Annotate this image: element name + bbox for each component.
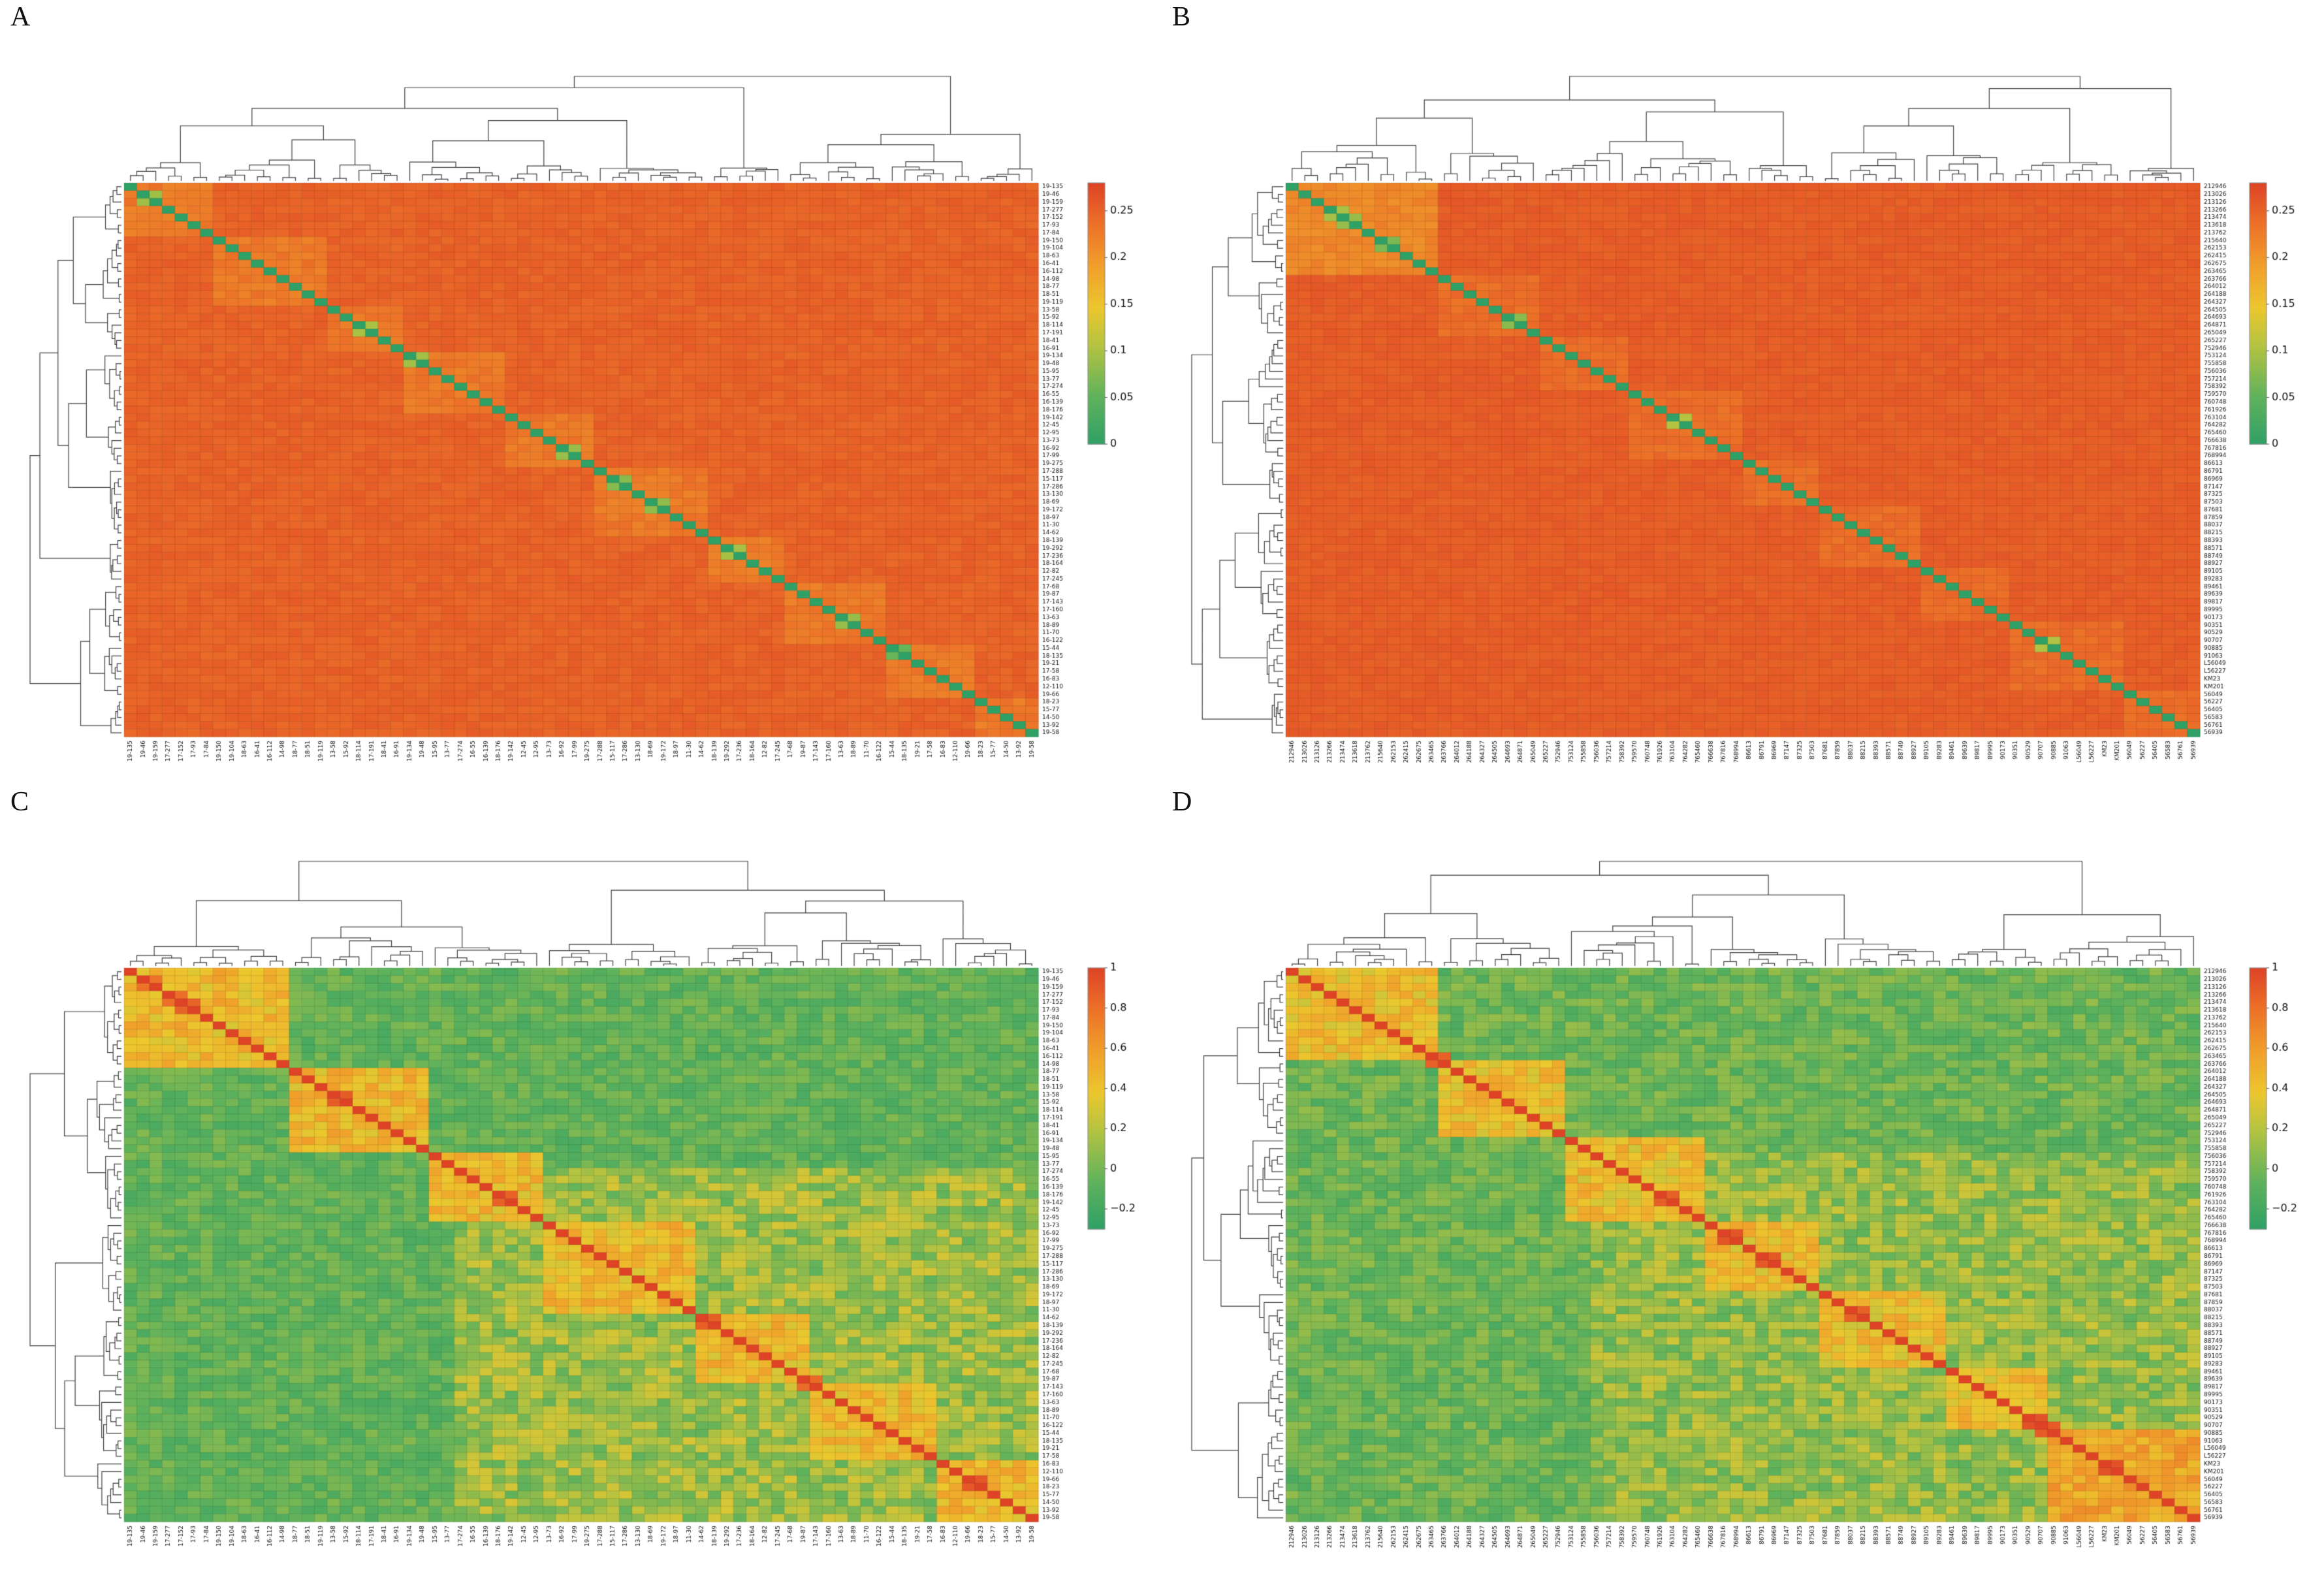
panel-d-label: D xyxy=(1172,787,1192,817)
panel-a-clustered-heatmap-canvas xyxy=(0,0,1162,785)
panel-a-label: A xyxy=(10,2,31,32)
panel-b-label: B xyxy=(1172,2,1191,32)
panel-c: C xyxy=(0,785,1162,1570)
panel-b: B xyxy=(1162,0,2324,785)
panel-c-clustered-heatmap-canvas xyxy=(0,785,1162,1570)
panel-b-clustered-heatmap-canvas xyxy=(1162,0,2324,785)
panel-a: A xyxy=(0,0,1162,785)
panel-d-clustered-heatmap-canvas xyxy=(1162,785,2324,1570)
panel-d: D xyxy=(1162,785,2324,1570)
panel-c-label: C xyxy=(10,787,29,817)
